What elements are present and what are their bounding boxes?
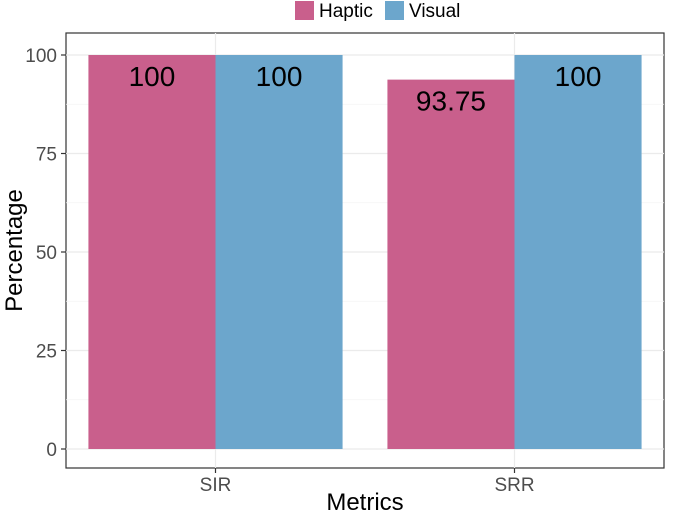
bars <box>88 55 642 449</box>
data-label-haptic-srr: 93.75 <box>416 86 486 117</box>
data-label-visual-srr: 100 <box>555 61 602 92</box>
x-tick-label: SRR <box>494 475 534 496</box>
x-axis-ticks: SIR SRR <box>200 468 535 496</box>
legend-label-visual: Visual <box>409 1 460 22</box>
x-axis-title: Metrics <box>326 489 403 515</box>
data-labels: 100 100 93.75 100 <box>129 61 602 117</box>
y-tick-label: 25 <box>36 342 57 363</box>
legend-swatch-haptic <box>295 1 314 20</box>
legend-swatch-visual <box>385 1 404 20</box>
bar-visual-sir <box>215 55 343 449</box>
y-axis-title: Percentage <box>1 189 28 312</box>
y-tick-label: 75 <box>36 145 57 166</box>
bar-haptic-srr <box>387 79 515 449</box>
legend: Haptic Visual <box>295 1 460 22</box>
y-tick-label: 100 <box>25 46 57 67</box>
bar-haptic-sir <box>88 55 216 449</box>
y-tick-label: 50 <box>36 243 57 264</box>
legend-label-haptic: Haptic <box>319 1 373 22</box>
y-tick-label: 0 <box>46 440 57 461</box>
data-label-visual-sir: 100 <box>256 61 303 92</box>
data-label-haptic-sir: 100 <box>129 61 176 92</box>
bar-visual-srr <box>514 55 642 449</box>
x-tick-label: SIR <box>200 475 232 496</box>
y-axis-ticks: 0 25 50 75 100 <box>25 46 66 461</box>
